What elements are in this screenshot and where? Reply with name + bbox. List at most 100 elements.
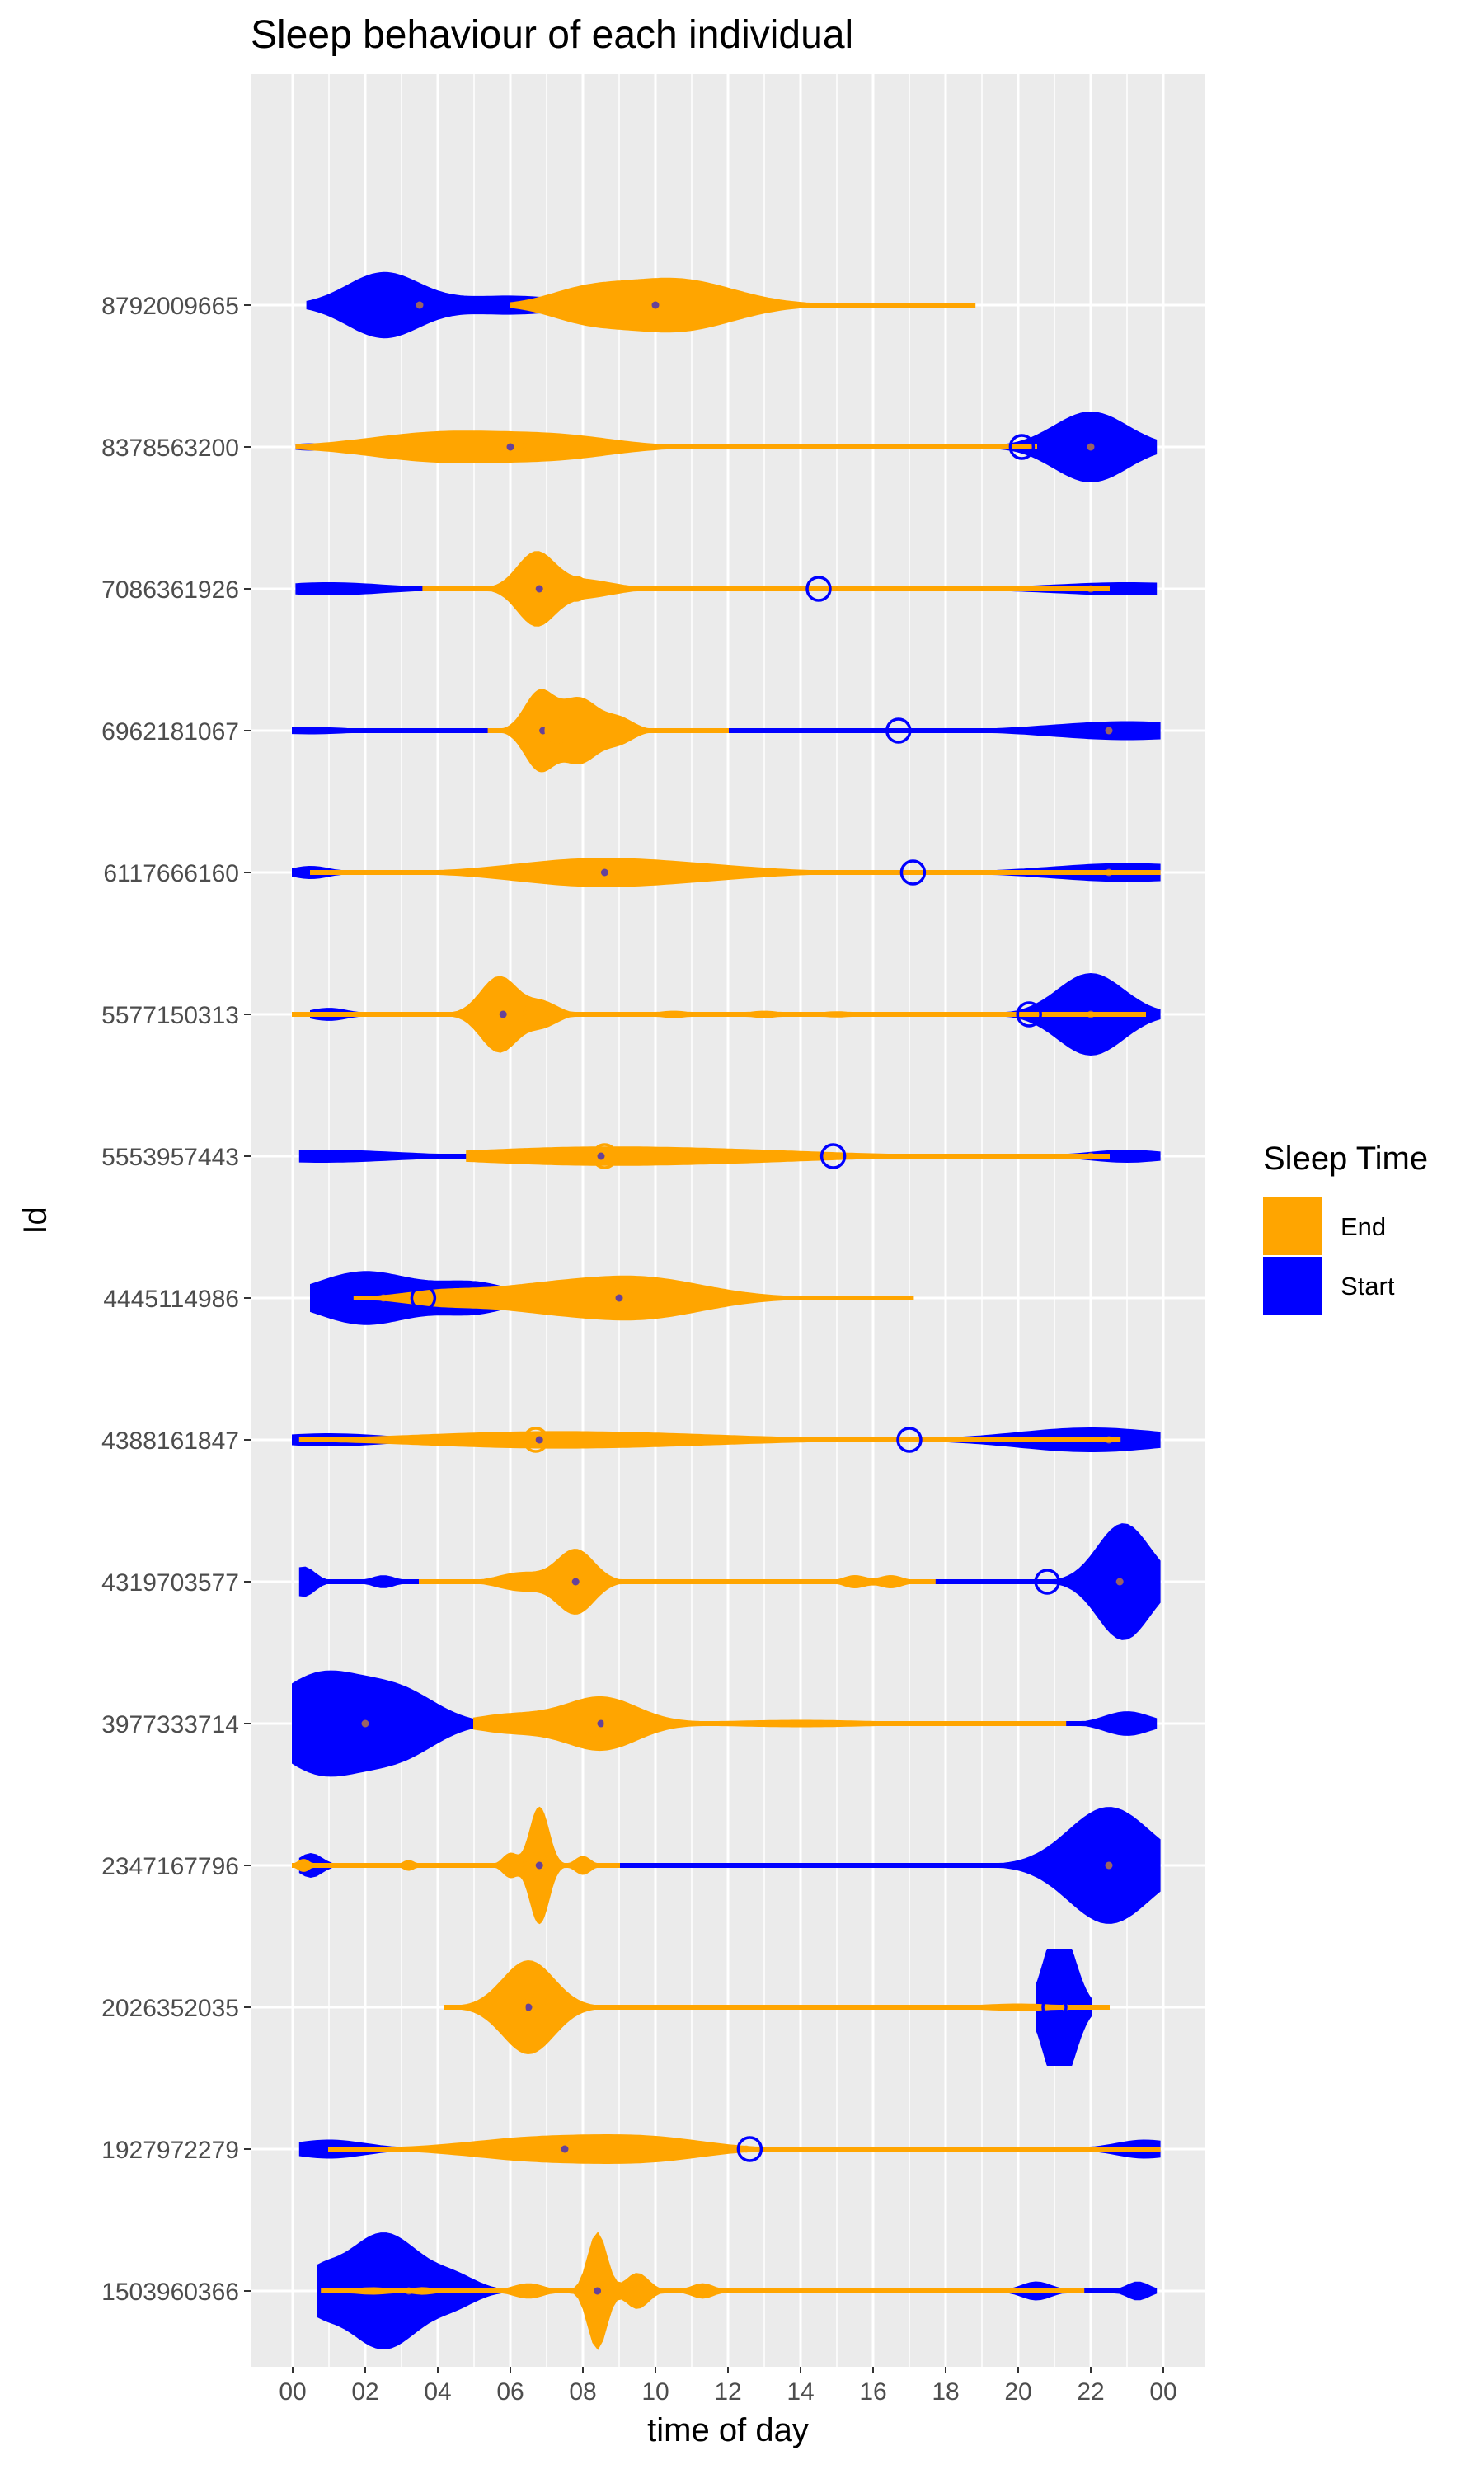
median-point	[1105, 868, 1113, 877]
mean-marker	[580, 1710, 607, 1737]
mean-marker	[805, 576, 832, 602]
y-tick-label: 8378563200	[101, 435, 239, 462]
y-tick-label: 1927972279	[101, 2137, 239, 2164]
violin-marks	[292, 271, 1161, 2350]
x-tick-label: 02	[351, 2378, 378, 2406]
median-point	[535, 1861, 543, 1870]
median-point	[1115, 1578, 1124, 1586]
mean-marker	[566, 1569, 593, 1595]
y-tick-label: 1503960366	[101, 2279, 239, 2306]
legend-label-end: End	[1341, 1212, 1386, 1241]
x-tick-label: 16	[859, 2378, 886, 2406]
mean-marker	[1016, 1001, 1042, 1028]
x-tick-label: 00	[1149, 2378, 1176, 2406]
mean-marker	[1008, 434, 1036, 460]
y-tick-label: 6117666160	[103, 860, 239, 887]
mean-marker	[885, 717, 912, 744]
mean-marker	[609, 1285, 636, 1311]
x-tick-label: 22	[1077, 2378, 1104, 2406]
x-tick-label: 14	[787, 2378, 814, 2406]
violin-shape	[321, 2232, 1085, 2350]
y-tick-label: 2026352035	[101, 1995, 239, 2022]
y-axis-title: Id	[17, 1206, 54, 1234]
x-axis-title: time of day	[647, 2412, 809, 2448]
mean-marker	[428, 1710, 455, 1737]
violin-shape	[298, 1431, 1121, 1449]
violin-shape	[444, 1959, 1110, 2055]
y-tick-label: 7086361926	[101, 576, 239, 604]
x-tick-label: 06	[496, 2378, 524, 2406]
violin-shape	[292, 1806, 620, 1925]
mean-marker	[410, 1285, 437, 1311]
y-tick-label: 4388161847	[101, 1427, 239, 1455]
median-point	[1087, 1152, 1095, 1160]
median-point	[571, 1578, 580, 1586]
x-tick-label: 10	[641, 2378, 669, 2406]
violin-shape	[510, 277, 976, 333]
mean-marker	[1034, 1852, 1060, 1879]
median-point	[535, 585, 543, 593]
mean-marker	[544, 717, 571, 744]
mean-marker	[899, 859, 927, 886]
violin-shape	[295, 430, 1037, 463]
y-axis: 1503960366 1927972279 2026352035 2347167796…	[101, 293, 251, 2306]
y-tick-label: 4445114986	[103, 1286, 239, 1313]
median-point	[405, 2287, 413, 2295]
median-point	[561, 2145, 569, 2153]
violin-shape	[422, 551, 1110, 627]
x-tick-label: 18	[932, 2378, 959, 2406]
x-tick-label: 00	[279, 2378, 306, 2406]
median-point	[499, 1010, 507, 1018]
mean-marker	[523, 1852, 549, 1879]
median-point	[600, 868, 608, 877]
median-point	[1105, 1436, 1113, 1444]
x-tick-label: 04	[424, 2378, 451, 2406]
mean-marker	[591, 1143, 618, 1169]
mean-marker	[523, 1427, 549, 1453]
median-point	[597, 1152, 605, 1160]
violin-shape	[487, 689, 729, 773]
median-point	[506, 443, 514, 451]
mean-marker	[896, 1427, 923, 1453]
violin-shape	[466, 1146, 1110, 1166]
median-point	[379, 1294, 387, 1302]
mean-marker	[1041, 1994, 1068, 2020]
violin-shape	[419, 1549, 936, 1615]
legend-key-start	[1263, 1257, 1322, 1315]
violin-shape	[292, 976, 1146, 1053]
y-tick-label: 2347167796	[101, 1853, 239, 1880]
y-tick-label: 4319703577	[101, 1569, 239, 1597]
median-point	[1105, 727, 1113, 735]
mean-marker	[523, 1001, 549, 1028]
median-point	[597, 1719, 605, 1728]
y-tick-label: 5577150313	[101, 1002, 239, 1029]
mean-marker	[591, 859, 618, 886]
mean-marker	[523, 1994, 549, 2020]
x-tick-label: 08	[569, 2378, 596, 2406]
median-point	[524, 2003, 533, 2011]
median-point	[594, 2287, 602, 2295]
median-point	[615, 1294, 623, 1302]
mean-marker	[562, 576, 589, 602]
y-tick-label: 3977333714	[101, 1711, 239, 1738]
mean-marker	[552, 2136, 578, 2162]
legend-title: Sleep Time	[1263, 1141, 1428, 1177]
violin-shape	[473, 1696, 1067, 1752]
median-point	[416, 301, 424, 309]
x-axis: 00 02 04 06 08 10 12 14 16 18 20 22 00	[279, 2367, 1177, 2406]
mean-marker	[819, 1143, 847, 1169]
y-tick-label: 5553957443	[101, 1144, 239, 1171]
x-tick-label: 20	[1004, 2378, 1031, 2406]
x-tick-label: 12	[714, 2378, 741, 2406]
median-point	[742, 2145, 750, 2153]
legend-key-end	[1263, 1197, 1322, 1255]
mean-marker	[523, 434, 549, 460]
mean-marker	[736, 2136, 763, 2162]
legend: Sleep Time End Start	[1263, 1141, 1428, 1315]
median-point	[361, 1719, 369, 1728]
median-point	[1105, 1861, 1113, 1870]
violin-shape	[310, 858, 1161, 887]
median-point	[1087, 443, 1095, 451]
median-point	[535, 1436, 543, 1444]
